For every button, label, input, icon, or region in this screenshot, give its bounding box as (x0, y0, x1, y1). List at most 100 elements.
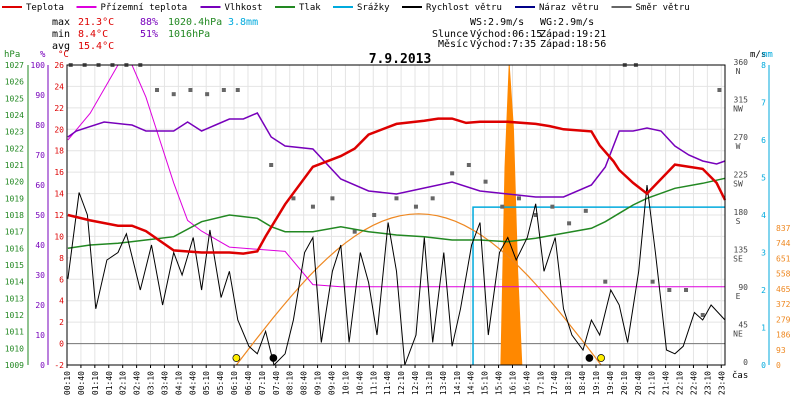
x-tick-label: 13:10 (425, 371, 434, 395)
hpa-tick-label: 1011 (5, 328, 24, 337)
degc-tick-label: 18 (54, 147, 64, 156)
x-tick-label: 14:40 (467, 371, 476, 395)
winddir-point (500, 204, 505, 209)
dir-tick-deg: 360 (734, 58, 749, 67)
x-tick-label: 19:40 (606, 371, 615, 395)
dir-tick-label: S (736, 217, 741, 226)
stat-max-temp: 21.3°C (78, 17, 114, 28)
mm-tick-label: 651 (776, 254, 791, 263)
stat-avg-label: avg (52, 41, 70, 52)
x-tick-label: 08:10 (286, 371, 295, 395)
pct-tick-label: 10 (35, 331, 45, 340)
dir-tick-label: SW (733, 180, 743, 189)
hpa-tick-label: 1023 (5, 128, 24, 137)
winddir-point (330, 196, 335, 201)
axes: 1027102610251024102310221021102010191018… (5, 58, 791, 395)
degc-tick-label: 8 (59, 254, 64, 263)
x-tick-label: 07:40 (272, 371, 281, 395)
stat-min-label: min (52, 29, 70, 40)
legend-label-winddir: Směr větru (636, 3, 690, 13)
marker-moonrise (269, 354, 278, 362)
x-axis-label: čas (732, 370, 748, 381)
info-moon-rise: Východ:7:35 (470, 38, 536, 50)
dir-tick-deg: 270 (734, 133, 749, 142)
hpa-tick-label: 1014 (5, 278, 24, 287)
dir-tick-label: E (736, 292, 741, 301)
winddir-point (684, 288, 689, 292)
x-tick-label: 13:40 (439, 371, 448, 395)
plot-border (66, 64, 726, 366)
dir-tick-label: NW (733, 105, 743, 114)
x-tick-label: 18:10 (564, 371, 573, 395)
x-tick-label: 10:40 (355, 371, 364, 395)
sun-arc (235, 213, 602, 366)
stat-max-label: max (52, 17, 70, 28)
axis-units: hPa % °C m/s mm čas (4, 50, 773, 381)
series-line-teplota (67, 117, 727, 255)
degc-tick-label: 0 (59, 340, 64, 349)
chart-title: 7.9.2013 (369, 52, 432, 67)
winddir-point (466, 163, 471, 167)
hpa-tick-label: 1025 (5, 94, 24, 103)
winddir-point (394, 196, 399, 201)
x-tick-label: 15:40 (495, 371, 504, 395)
winddir-point (430, 196, 435, 201)
pct-tick-label: 60 (35, 181, 45, 190)
info-moon-set: Západ:18:56 (540, 38, 606, 50)
winddir-point (483, 179, 488, 184)
winddir-point (352, 229, 357, 234)
pct-tick-label: 80 (35, 121, 45, 130)
x-tick-label: 23:40 (717, 371, 726, 395)
winddir-point (171, 92, 176, 97)
x-tick-label: 09:10 (314, 371, 323, 395)
dir-tick-deg: 0 (743, 358, 748, 367)
ms-tick-label: 6 (761, 136, 766, 145)
hpa-tick-label: 1019 (5, 194, 24, 203)
legend-label-rain: Srážky (357, 3, 390, 13)
degc-tick-label: 6 (59, 275, 64, 284)
dir-tick-deg: 180 (734, 208, 749, 217)
stat-min-temp: 8.4°C (78, 29, 108, 40)
x-tick-label: 02:10 (119, 371, 128, 395)
degc-tick-label: 22 (54, 104, 64, 113)
series-line-wind (67, 184, 726, 366)
winddir-point (583, 208, 588, 213)
hpa-tick-label: 1012 (5, 311, 24, 320)
degc-tick-label: 20 (54, 125, 64, 134)
pct-tick-label: 100 (31, 61, 46, 70)
mm-unit-label: mm (762, 50, 773, 60)
ms-unit-label: m/s (750, 50, 766, 60)
mm-tick-label: 465 (776, 285, 791, 294)
mm-tick-label: 186 (776, 331, 791, 340)
x-tick-label: 02:40 (133, 371, 142, 395)
winddir-point (603, 279, 608, 284)
legend: Teplota Přízemní teplota Vlhkost Tlak Srážky… (2, 3, 690, 13)
dir-tick-label: N (736, 67, 741, 76)
legend-label-humidity: Vlhkost (225, 3, 263, 13)
x-tick-label: 01:40 (105, 371, 114, 395)
pct-tick-label: 40 (35, 241, 45, 250)
x-tick-label: 23:10 (703, 371, 712, 395)
legend-label-wind: Rychlost větru (426, 3, 502, 13)
pct-tick-label: 30 (35, 271, 45, 280)
info-wg: WG:2.9m/s (540, 17, 594, 28)
ms-tick-label: 5 (761, 174, 766, 183)
x-tick-label: 19:10 (592, 371, 601, 395)
winddir-point (310, 204, 315, 209)
x-tick-label: 09:40 (327, 371, 336, 395)
hpa-tick-label: 1013 (5, 294, 24, 303)
legend-label-gust: Náraz větru (539, 3, 599, 13)
x-tick-label: 06:10 (230, 371, 239, 395)
pct-tick-label: 70 (35, 151, 45, 160)
marker-sunset (597, 354, 605, 362)
degc-tick-label: 24 (54, 82, 64, 91)
ms-tick-label: 2 (761, 286, 766, 295)
x-tick-label: 16:40 (522, 371, 531, 395)
degc-tick-label: 12 (54, 211, 64, 220)
pct-tick-label: 0 (40, 361, 45, 370)
winddir-point (413, 204, 418, 209)
mm-tick-label: 93 (776, 346, 786, 355)
ms-tick-label: 4 (761, 211, 766, 220)
legend-label-pressure: Tlak (299, 3, 321, 13)
